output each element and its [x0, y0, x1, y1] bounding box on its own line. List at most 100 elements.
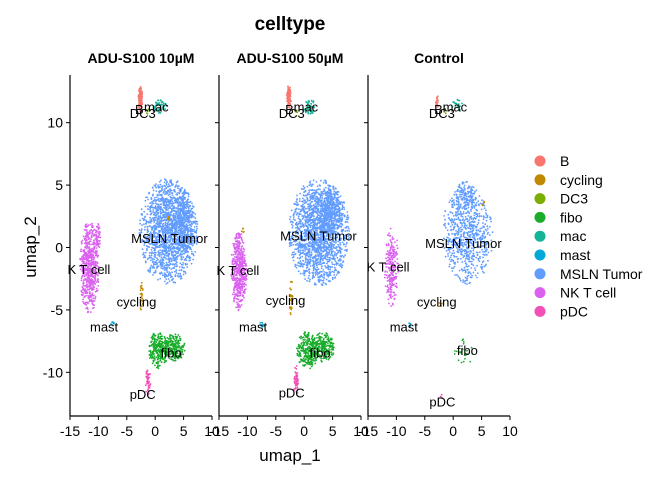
data-point [303, 186, 306, 189]
y-tick-label: -5 [51, 302, 64, 318]
data-point [180, 199, 183, 202]
data-point [151, 211, 153, 213]
data-point [190, 241, 193, 244]
data-point [176, 198, 179, 200]
data-point [163, 254, 166, 257]
data-point [172, 238, 174, 241]
data-point [165, 257, 168, 260]
data-point [194, 251, 197, 253]
data-point [149, 209, 152, 212]
data-point [333, 269, 336, 272]
data-point [331, 278, 334, 281]
data-point [158, 180, 161, 183]
data-point [161, 189, 164, 191]
data-point [316, 262, 318, 265]
data-point [313, 244, 316, 246]
data-point [301, 255, 304, 258]
data-point [309, 202, 312, 205]
data-point [184, 192, 187, 195]
data-point [195, 243, 198, 245]
data-point [139, 96, 142, 98]
data-point [154, 216, 156, 219]
data-point [160, 253, 163, 256]
data-point [344, 254, 346, 256]
data-point [182, 230, 185, 232]
data-point [177, 202, 179, 205]
data-point [174, 235, 177, 238]
data-point [143, 218, 146, 221]
data-point [153, 197, 156, 199]
data-point [153, 271, 155, 274]
data-point [96, 226, 99, 228]
data-point [150, 254, 153, 257]
data-point [160, 256, 163, 259]
data-point [144, 256, 147, 259]
data-point [175, 240, 178, 243]
data-point [304, 256, 307, 259]
data-point [294, 265, 297, 268]
cluster-label: pDC [130, 387, 156, 402]
data-point [82, 256, 85, 259]
data-point [174, 335, 177, 338]
data-point [180, 203, 183, 206]
data-point [168, 184, 171, 187]
data-point [174, 340, 176, 342]
data-point [179, 272, 182, 275]
data-point [168, 232, 171, 234]
data-point [146, 249, 148, 252]
data-point [170, 260, 173, 263]
data-point [175, 265, 178, 268]
data-point [95, 254, 97, 257]
data-point [155, 183, 157, 186]
data-point [170, 245, 173, 248]
data-point [157, 209, 160, 212]
data-point [301, 222, 304, 225]
data-point [155, 345, 158, 348]
data-point [301, 205, 304, 208]
data-point [294, 210, 297, 213]
data-point [309, 258, 312, 261]
data-point [310, 212, 312, 215]
data-point [146, 231, 149, 234]
data-point [167, 229, 170, 232]
data-point [167, 342, 170, 345]
data-point [154, 271, 157, 273]
data-point [178, 212, 180, 215]
data-point [154, 269, 157, 272]
data-point [297, 250, 300, 253]
data-point [167, 211, 170, 214]
data-point [304, 190, 307, 193]
data-point [177, 249, 180, 252]
data-point [86, 311, 89, 314]
data-point [159, 225, 162, 228]
data-point [331, 270, 334, 273]
data-point [168, 203, 171, 206]
data-point [171, 240, 174, 243]
data-point [301, 197, 304, 200]
data-point [167, 207, 170, 210]
data-point [177, 244, 180, 247]
data-point [164, 273, 167, 276]
data-point [161, 185, 164, 188]
data-point [309, 224, 312, 227]
data-point [161, 196, 164, 199]
data-point [339, 265, 342, 267]
data-point [167, 216, 170, 219]
data-point [164, 342, 166, 345]
data-point [165, 239, 168, 242]
data-point [172, 263, 175, 266]
data-point [160, 267, 163, 269]
data-point [191, 228, 194, 231]
data-point [328, 244, 331, 247]
data-point [156, 206, 159, 209]
data-point [164, 337, 166, 339]
data-point [346, 211, 349, 213]
data-point [159, 236, 162, 239]
data-point [90, 238, 92, 241]
data-point [81, 291, 83, 294]
data-point [154, 241, 156, 244]
data-point [139, 234, 141, 237]
data-point [157, 251, 160, 254]
data-point [188, 230, 190, 233]
data-point [181, 220, 184, 223]
